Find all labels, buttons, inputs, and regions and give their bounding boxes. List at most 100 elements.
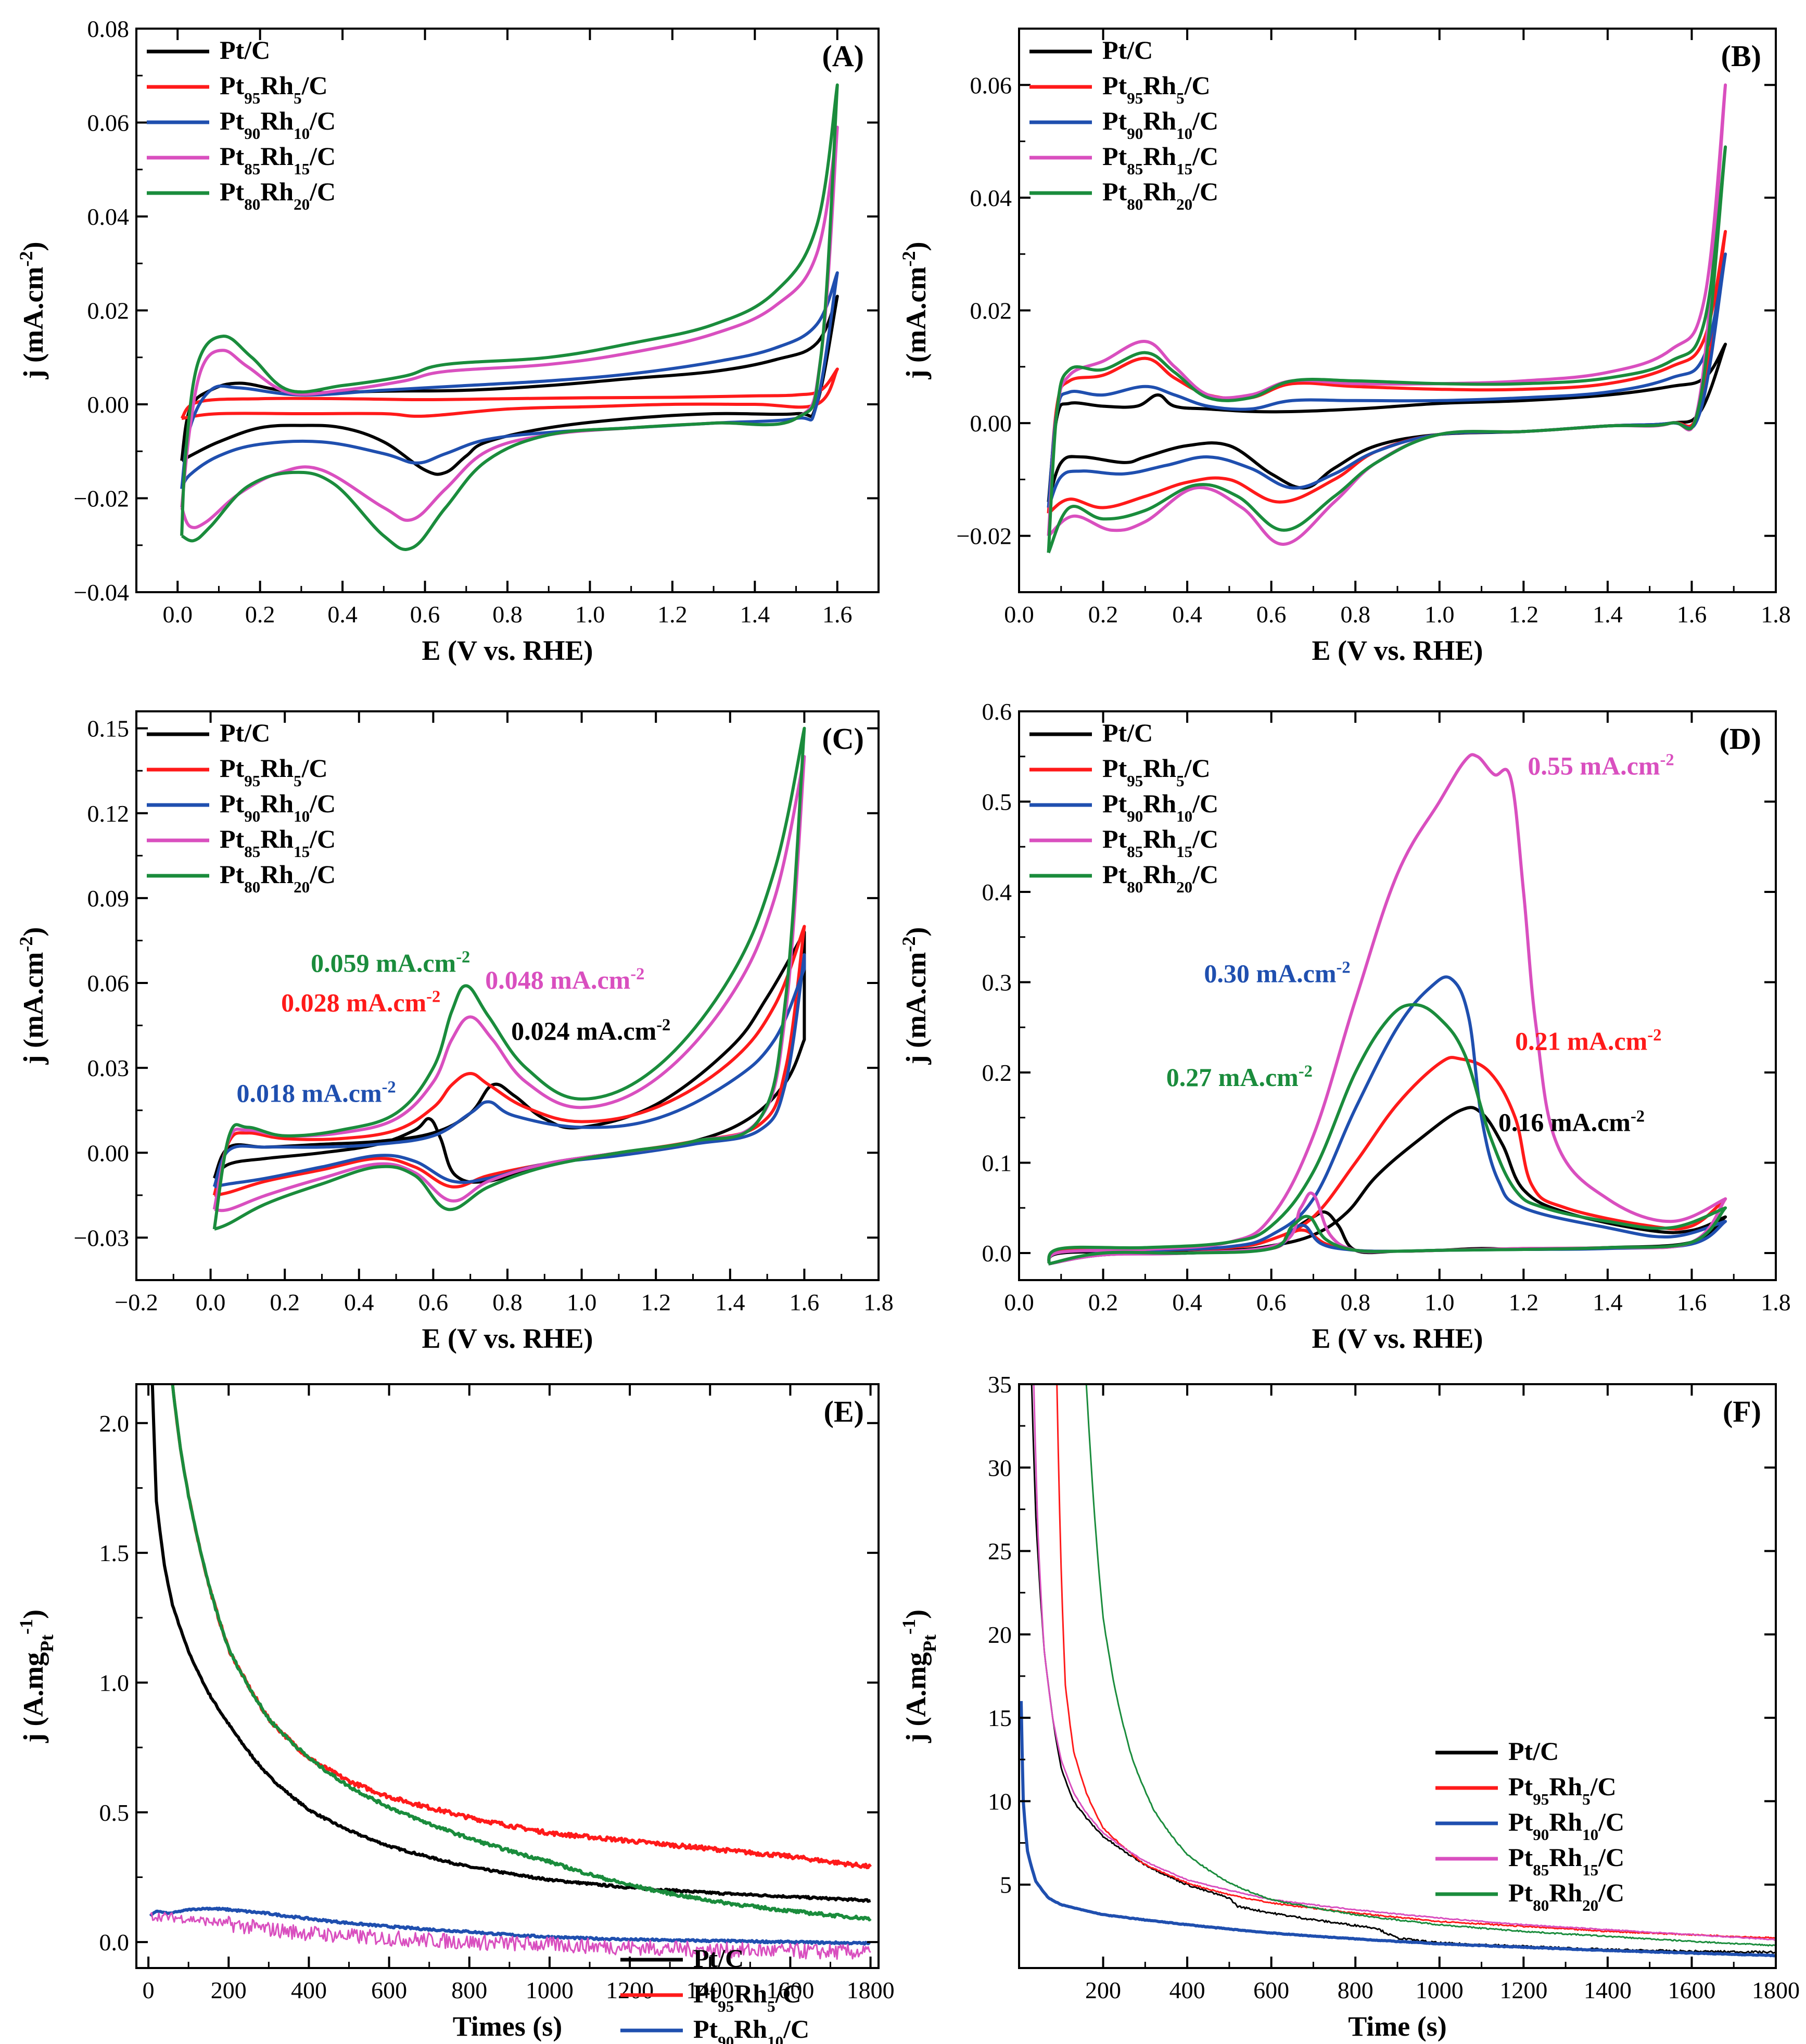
series-line-ptc — [150, 1385, 871, 1903]
series-line-pt90rh10c — [1047, 252, 1727, 508]
legend-label: Pt95Rh5/C — [1508, 1772, 1617, 1808]
series-line-pt85rh15c — [1033, 1384, 1776, 1941]
series-group — [1020, 1384, 1776, 1958]
legend-label: Pt/C — [1102, 718, 1153, 747]
y-tick-label: −0.03 — [74, 1224, 129, 1251]
x-axis-label: Time (s) — [1348, 2011, 1446, 2042]
series-line-pt80rh20c — [180, 83, 839, 551]
legend-label: Pt/C — [693, 1944, 744, 1973]
x-axis-label: E (V vs. RHE) — [422, 1323, 593, 1354]
x-tick-label: 400 — [291, 1977, 327, 2003]
x-tick-label: 1800 — [847, 1977, 895, 2003]
y-axis-label: j (mA.cm-2) — [898, 927, 932, 1065]
series-line-pt85rh15c — [149, 1912, 871, 1960]
y-tick-label: 0.00 — [87, 391, 130, 418]
x-tick-label: 1000 — [526, 1977, 574, 2003]
y-tick-label: 1.0 — [99, 1669, 130, 1696]
legend-label: Pt80Rh20/C — [1102, 860, 1218, 896]
y-tick-label: 15 — [988, 1705, 1012, 1731]
x-tick-label: 1.4 — [1593, 1289, 1623, 1315]
y-axis-label: j (mA.cm-2) — [16, 242, 49, 380]
plot-frame — [1018, 1383, 1777, 1969]
legend-label: Pt95Rh5/C — [693, 1979, 802, 2015]
series-line-pt85rh15c — [1047, 83, 1727, 546]
legend-label: Pt85Rh15/C — [1508, 1843, 1624, 1879]
y-tick-label: 0.06 — [970, 72, 1012, 98]
x-tick-label: 0.4 — [1172, 601, 1202, 628]
x-axis-label: E (V vs. RHE) — [422, 635, 593, 666]
x-tick-label: 0.4 — [1172, 1289, 1202, 1315]
series-line-pt85rh15c — [180, 125, 839, 529]
chart-panel-E: 0 200 400 600 800 1000 1200 1400 1600 1800 0.0 0.5 1… — [16, 1383, 895, 2044]
y-tick-label: 0.00 — [87, 1140, 130, 1166]
x-tick-label: 0.6 — [410, 601, 440, 628]
y-axis-label: j (mA.cm-2) — [898, 242, 932, 380]
legend-label: Pt80Rh20/C — [220, 177, 336, 213]
chart-panel-D: 0.0 0.2 0.4 0.6 0.8 1.0 1.2 1.4 1.6 1.8 0.0 0.1 0.2 0… — [898, 698, 1791, 1354]
chart-panel-A: 0.0 0.2 0.4 0.6 0.8 1.0 1.2 1.4 1.6 −0.04 −0.02 0.0… — [16, 16, 880, 666]
panel-label: (F) — [1723, 1395, 1761, 1428]
legend-label: Pt90Rh10/C — [220, 789, 336, 825]
peak-annotation: 0.028 mA.cm-2 — [281, 987, 440, 1017]
y-tick-label: 0.02 — [970, 298, 1012, 324]
y-tick-label: 0.3 — [982, 969, 1012, 995]
x-tick-label: 1.0 — [1425, 1289, 1455, 1315]
series-line-pt90rh10c — [212, 953, 806, 1189]
series-group — [149, 1384, 872, 1960]
x-tick-label: 1.4 — [1593, 601, 1623, 628]
peak-annotation: 0.16 mA.cm-2 — [1498, 1107, 1645, 1137]
legend-label: Pt/C — [1508, 1736, 1559, 1766]
legend-label: Pt90Rh10/C — [220, 106, 336, 143]
legend-label: Pt85Rh15/C — [1102, 824, 1218, 861]
series-line-ptc — [1047, 342, 1727, 503]
x-tick-label: 1.4 — [740, 601, 770, 628]
y-tick-label: 0.1 — [982, 1149, 1012, 1176]
y-tick-label: −0.02 — [957, 523, 1012, 550]
y-tick-label: 5 — [1000, 1872, 1012, 1898]
x-tick-label: 0 — [143, 1977, 155, 2003]
x-tick-label: 1.6 — [790, 1289, 820, 1315]
series-line-pt80rh20c — [171, 1384, 872, 1922]
x-tick-label: 600 — [371, 1977, 407, 2003]
x-tick-label: −0.2 — [115, 1289, 158, 1315]
x-tick-label: 0.8 — [492, 601, 523, 628]
x-tick-label: 600 — [1253, 1977, 1289, 2003]
legend-label: Pt85Rh15/C — [220, 824, 336, 861]
x-tick-label: 0.2 — [1088, 601, 1118, 628]
y-tick-label: 0.04 — [970, 185, 1012, 211]
peak-annotation: 0.21 mA.cm-2 — [1515, 1026, 1661, 1056]
series-line-pt80rh20c — [212, 726, 806, 1231]
y-tick-label: 0.15 — [87, 716, 130, 742]
legend: Pt/C Pt95Rh5/CPt90Rh10/CPt85Rh15/CPt80Rh2… — [1435, 1736, 1624, 1914]
series-line-pt95rh5c — [171, 1384, 872, 1870]
x-axis-label: E (V vs. RHE) — [1312, 1323, 1483, 1354]
peak-annotation: 0.059 mA.cm-2 — [311, 948, 470, 977]
x-tick-label: 0.6 — [418, 1289, 449, 1315]
series-line-ptc — [212, 930, 806, 1184]
peak-annotation: 0.55 mA.cm-2 — [1528, 750, 1674, 780]
x-tick-label: 0.2 — [270, 1289, 300, 1315]
series-line-pt90rh10c — [149, 1907, 872, 1946]
y-axis-label: j (A.mgPt-1) — [898, 1609, 940, 1743]
x-tick-label: 800 — [451, 1977, 487, 2003]
x-tick-label: 1.0 — [575, 601, 605, 628]
x-axis-label: Times (s) — [453, 2011, 563, 2042]
legend-label: Pt/C — [1102, 35, 1153, 65]
y-tick-label: 0.08 — [87, 16, 130, 42]
series-line-pt95rh5c — [1056, 1384, 1776, 1939]
series-line-pt95rh5c — [1047, 1056, 1727, 1266]
x-tick-label: 1600 — [1668, 1977, 1715, 2003]
x-tick-label: 1400 — [686, 1977, 734, 2003]
x-tick-label: 0.0 — [1004, 601, 1034, 628]
legend: Pt/C Pt95Rh5/CPt90Rh10/CPt85Rh15/CPt80Rh2… — [1029, 35, 1218, 213]
y-tick-label: 0.02 — [87, 298, 130, 324]
panel-label: (B) — [1721, 39, 1761, 73]
x-tick-label: 1000 — [1416, 1977, 1464, 2003]
y-tick-label: 0.5 — [982, 788, 1012, 815]
x-tick-label: 1.8 — [1761, 601, 1791, 628]
panel-label: (C) — [822, 722, 864, 756]
y-tick-label: 0.03 — [87, 1055, 130, 1081]
x-tick-label: 1.0 — [1425, 601, 1455, 628]
legend-label: Pt85Rh15/C — [1102, 142, 1218, 178]
